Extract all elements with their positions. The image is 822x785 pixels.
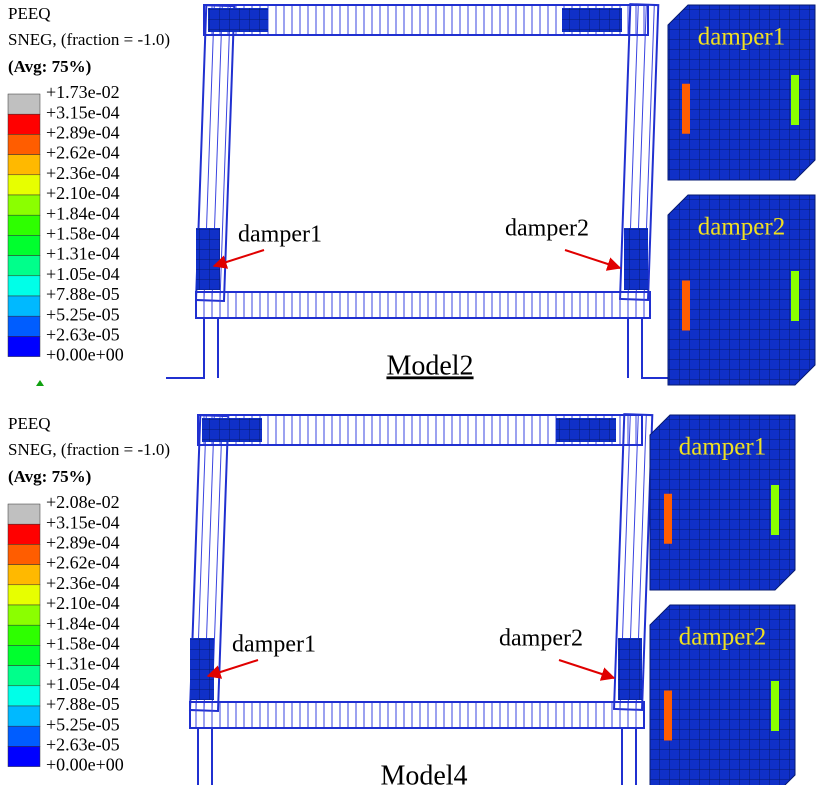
legend-swatch (8, 565, 40, 585)
damper-block (196, 228, 220, 290)
inset-strain (682, 84, 690, 134)
frame-beam (196, 292, 650, 318)
legend-section: SNEG, (fraction = -1.0) (8, 440, 170, 459)
legend-level: +7.88e-05 (46, 694, 120, 714)
legend-swatch (8, 195, 40, 215)
legend-level: +1.31e-04 (46, 244, 120, 264)
inset-strain (791, 75, 799, 125)
inset-label: damper2 (679, 624, 766, 651)
legend-swatch (8, 94, 40, 114)
legend-swatch (8, 336, 40, 356)
caption: Model4 (380, 760, 467, 785)
annotation-arrow (565, 250, 620, 268)
legend-swatch (8, 544, 40, 564)
legend-swatch (8, 296, 40, 316)
inset-label: damper2 (698, 214, 785, 241)
legend-level: +1.58e-04 (46, 634, 120, 654)
damper-block (190, 638, 214, 700)
legend-level: +5.25e-05 (46, 714, 120, 734)
annotation: damper2 (499, 626, 583, 652)
inset-strain (771, 485, 779, 535)
legend-swatch (8, 625, 40, 645)
legend-swatch (8, 686, 40, 706)
legend-level: +1.05e-04 (46, 674, 120, 694)
legend-swatch (8, 706, 40, 726)
legend-level: +5.25e-05 (46, 304, 120, 324)
damper-block (562, 8, 622, 32)
inset-strain (664, 691, 672, 741)
legend-level: +1.84e-04 (46, 613, 120, 633)
panel: PEEQ SNEG, (fraction = -1.0) (Avg: 75%) +1.… (8, 4, 815, 386)
legend-swatch (8, 256, 40, 276)
legend-level: +2.08e-02 (46, 492, 120, 512)
legend-swatch (8, 215, 40, 235)
damper-block (618, 638, 642, 700)
legend-level: +0.00e+00 (46, 755, 124, 775)
inset-strain (664, 494, 672, 544)
inset-strain (791, 271, 799, 321)
damper-block (624, 228, 648, 290)
annotation: damper2 (505, 216, 589, 242)
legend-swatch (8, 175, 40, 195)
legend-swatch (8, 605, 40, 625)
legend-swatch (8, 746, 40, 766)
inset-strain (682, 281, 690, 331)
legend-level: +2.63e-05 (46, 325, 120, 345)
legend-swatch (8, 316, 40, 336)
legend-level: +1.73e-02 (46, 82, 120, 102)
annotation: damper1 (232, 632, 316, 658)
annotation: damper1 (238, 222, 322, 248)
legend-swatch (8, 235, 40, 255)
legend-level: +2.89e-04 (46, 533, 120, 553)
legend-variable: PEEQ (8, 4, 51, 23)
inset-label: damper1 (698, 24, 785, 51)
legend-swatch (8, 504, 40, 524)
legend-level: +1.05e-04 (46, 264, 120, 284)
legend-swatch (8, 276, 40, 296)
panel: PEEQ SNEG, (fraction = -1.0) (Avg: 75%) +2.… (8, 414, 795, 785)
legend-average: (Avg: 75%) (8, 467, 91, 486)
legend-swatch (8, 645, 40, 665)
legend-level: +1.84e-04 (46, 203, 120, 223)
legend-level: +0.00e+00 (46, 345, 124, 365)
legend-level: +2.62e-04 (46, 553, 120, 573)
legend-section: SNEG, (fraction = -1.0) (8, 30, 170, 49)
legend-level: +1.31e-04 (46, 654, 120, 674)
inset-strain (771, 681, 779, 731)
caption: Model2 (386, 350, 473, 381)
inset-label: damper1 (679, 434, 766, 461)
legend-level: +2.10e-04 (46, 593, 120, 613)
legend-level: +2.36e-04 (46, 573, 120, 593)
legend-level: +2.89e-04 (46, 123, 120, 143)
legend-swatch (8, 524, 40, 544)
legend-swatch (8, 114, 40, 134)
frame-beam (190, 702, 644, 728)
legend-level: +3.15e-04 (46, 102, 120, 122)
legend-swatch (8, 726, 40, 746)
damper-block (208, 8, 268, 32)
damper-block (556, 418, 616, 442)
legend-swatch (8, 585, 40, 605)
legend-swatch (8, 155, 40, 175)
annotation-arrow (559, 660, 614, 678)
legend-level: +1.58e-04 (46, 224, 120, 244)
legend-average: (Avg: 75%) (8, 57, 91, 76)
legend-swatch (8, 134, 40, 154)
legend-swatch (8, 666, 40, 686)
legend-level: +2.10e-04 (46, 183, 120, 203)
legend-level: +2.63e-05 (46, 735, 120, 755)
legend-variable: PEEQ (8, 414, 51, 433)
legend-axis-icon (36, 380, 44, 386)
legend-level: +2.36e-04 (46, 163, 120, 183)
legend-level: +2.62e-04 (46, 143, 120, 163)
damper-block (202, 418, 262, 442)
legend-level: +3.15e-04 (46, 512, 120, 532)
figure: PEEQ SNEG, (fraction = -1.0) (Avg: 75%) +1.… (0, 0, 822, 785)
legend-level: +7.88e-05 (46, 284, 120, 304)
